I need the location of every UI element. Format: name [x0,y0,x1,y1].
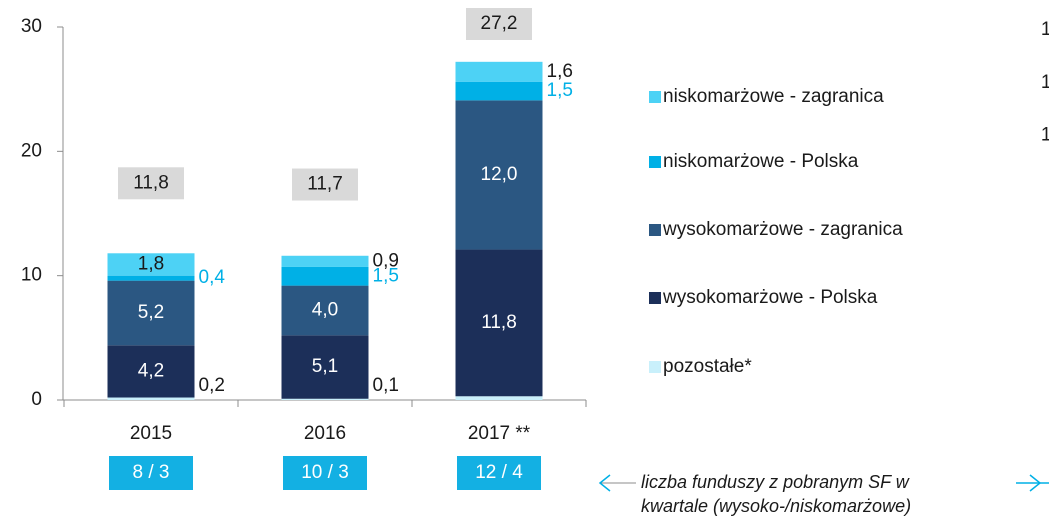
legend-swatch [649,156,661,168]
fund-count-box [457,456,541,490]
y2-tick-label: 14 [1041,19,1049,40]
arrow-left-head [598,474,611,492]
x-tick-label: 2016 [304,423,346,444]
legend-label: niskomarżowe - Polska [663,151,859,172]
value-label: 5,2 [138,302,164,323]
value-label: 0,1 [373,375,399,396]
y-tick-label: 30 [21,16,42,37]
fund-count: 12 / 4 [475,462,523,483]
y-tick-label: 0 [31,389,42,410]
bar-segment [107,275,195,281]
total-box [292,168,358,201]
value-label: 4,0 [312,299,338,320]
value-label: 0,4 [199,267,226,288]
total-label: 27,2 [481,13,518,34]
bar-segment [455,249,543,397]
bar-segment [107,280,195,346]
value-label: 0,2 [199,375,225,396]
x-tick-label: 2015 [130,423,172,444]
value-label: 12,0 [481,164,518,185]
value-label: 4,2 [138,360,164,381]
fund-count-box [109,456,193,490]
y-tick-label: 20 [21,140,42,161]
value-label: 1,5 [547,80,573,101]
legend-label: wysokomarżowe - Polska [662,287,878,308]
bar-segment [281,266,369,286]
bar-segment [107,345,195,398]
bar-segment [455,81,543,101]
bar-segment [281,255,369,267]
legend-swatch [649,91,661,103]
legend-swatch [649,292,661,304]
bar-segment [281,335,369,399]
value-label: 1,5 [373,265,399,286]
annotation: liczba funduszy z pobranym SF w [641,472,910,492]
total-label: 11,8 [133,172,169,193]
bar-segment [455,61,543,82]
y2-tick-label: 12 [1041,72,1049,93]
bar-segment [281,398,369,400]
fund-count: 8 / 3 [133,462,170,483]
legend-label: pozostałe* [663,356,752,377]
value-label: 5,1 [312,356,338,377]
x-tick-label: 2017 ** [468,423,531,444]
total-box [466,8,532,40]
y-tick-label: 10 [21,265,42,286]
value-label: 1,8 [138,253,164,274]
legend-label: wysokomarżowe - zagranica [662,219,903,240]
legend-swatch [649,224,661,236]
value-label: 11,8 [481,312,517,333]
value-label: 0,9 [373,250,399,271]
bar-segment [281,285,369,336]
fund-count-box [283,456,367,490]
fund-count: 10 / 3 [301,462,349,483]
arrow-right-head [1029,474,1042,492]
value-label: 1,6 [547,61,573,82]
bar-segment [107,397,195,400]
annotation: kwartale (wysoko-/niskomarżowe) [641,496,911,516]
total-label: 11,7 [307,174,343,195]
legend-label: niskomarżowe - zagranica [663,86,884,107]
total-box [118,167,184,200]
bar-segment [107,253,195,276]
bar-segment [455,396,543,400]
y2-tick-label: 10 [1041,125,1049,146]
legend-swatch [649,361,661,373]
bar-segment [455,100,543,250]
